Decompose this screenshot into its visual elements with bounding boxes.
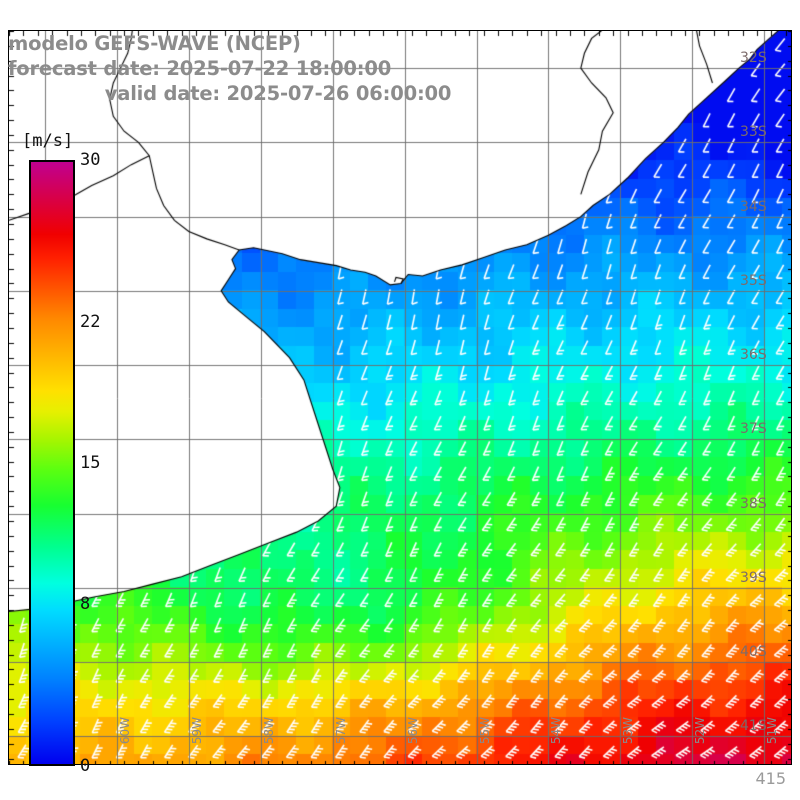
colorbar-unit-label: [m/s] [22, 131, 74, 151]
coastline-and-wind-barbs-overlay [9, 31, 791, 764]
colorbar-gradient [29, 160, 75, 766]
corner-annotation: 415 [755, 769, 786, 788]
map-plot-area[interactable] [8, 30, 792, 765]
colorbar-tick-0: 0 [80, 756, 91, 776]
colorbar-tick-30: 30 [80, 150, 101, 170]
colorbar-tick-15: 15 [80, 453, 101, 473]
colorbar[interactable] [29, 160, 75, 766]
colorbar-tick-22: 22 [80, 311, 101, 332]
colorbar-tick-8: 8 [80, 594, 91, 615]
